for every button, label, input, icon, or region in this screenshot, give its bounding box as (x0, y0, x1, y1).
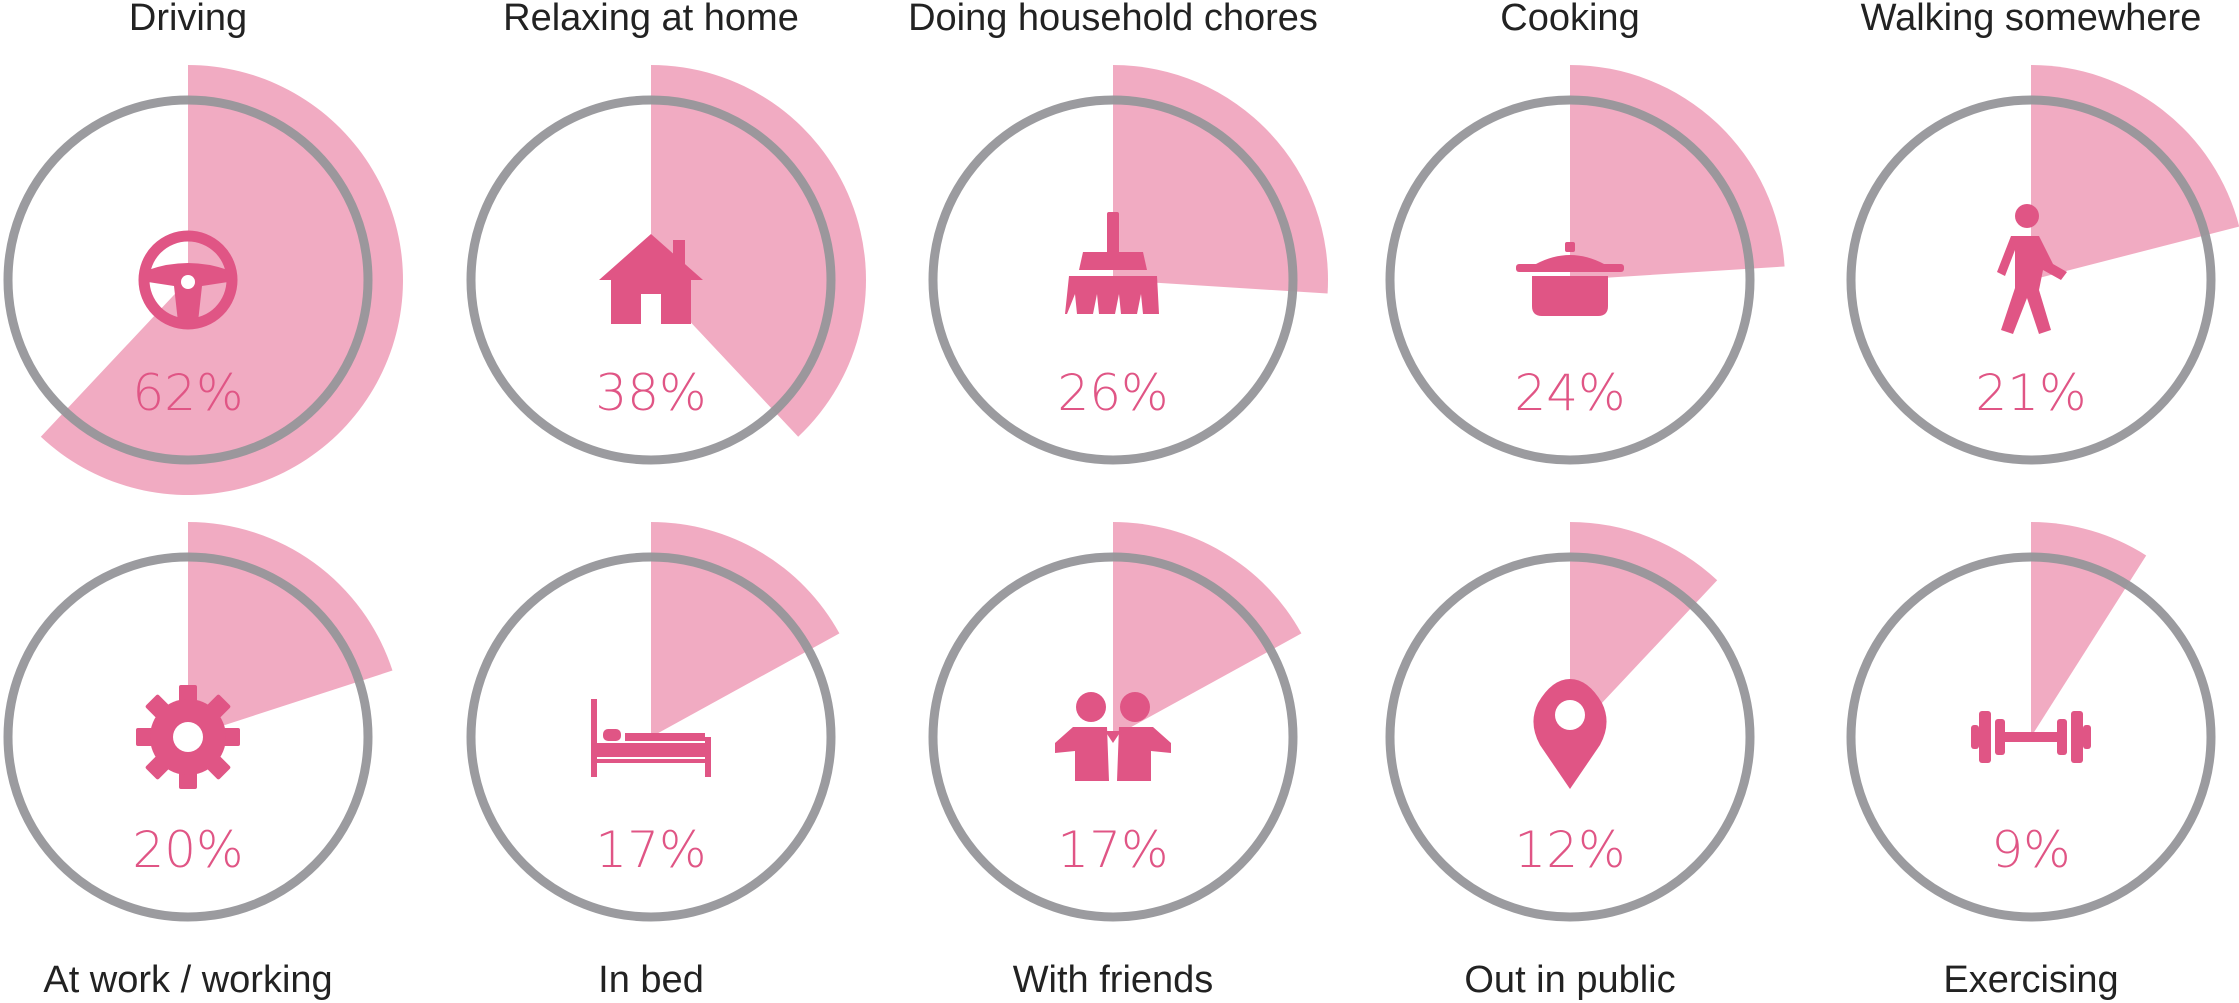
percentage-label: 12% (1514, 821, 1625, 879)
activity-label: Exercising (1943, 959, 2118, 1001)
broom-icon (1065, 212, 1159, 314)
steering-wheel-icon (138, 230, 238, 330)
value-wedge (1113, 65, 1329, 294)
reference-ring (466, 552, 836, 922)
map-pin-icon (1533, 679, 1607, 789)
walking-person-icon (1997, 204, 2067, 334)
reference-ring (1846, 95, 2216, 465)
percentage-label: 17% (595, 821, 706, 879)
activity-in-bed: 17% In bed (466, 522, 840, 1001)
value-wedge (651, 65, 867, 437)
dumbbell-icon (1971, 711, 2091, 763)
activity-at-work-working: 20% At work / working (3, 522, 393, 1001)
activity-label: Doing household chores (908, 0, 1318, 39)
percentage-label: 17% (1057, 821, 1168, 879)
activity-cooking: 24% Cooking (1385, 0, 1785, 465)
activity-label: Walking somewhere (1861, 0, 2202, 39)
percentage-label: 21% (1975, 364, 2086, 422)
reference-ring (1385, 95, 1755, 465)
activity-with-friends: 17% With friends (928, 522, 1302, 1001)
reference-ring (3, 95, 373, 465)
percentage-label: 9% (1991, 821, 2070, 879)
activity-driving: 62% Driving (3, 0, 403, 495)
cooking-pot-icon (1516, 242, 1624, 316)
percentage-label: 20% (132, 821, 243, 879)
percentage-label: 38% (595, 364, 706, 422)
percentage-label: 26% (1057, 364, 1168, 422)
value-wedge (1570, 522, 1718, 737)
activity-label: With friends (1013, 959, 1214, 1001)
value-wedge (1113, 522, 1302, 737)
reference-ring (1846, 552, 2216, 922)
activity-label: Driving (129, 0, 247, 39)
value-wedge (2031, 65, 2239, 280)
activity-exercising: 9% Exercising (1846, 522, 2216, 1001)
house-icon (599, 234, 703, 324)
percentage-label: 62% (132, 364, 243, 422)
activity-out-in-public: 12% Out in public (1385, 522, 1755, 1001)
friends-icon (1055, 692, 1171, 781)
gear-icon (136, 685, 240, 789)
reference-ring (1385, 552, 1755, 922)
value-wedge (1570, 65, 1785, 280)
percentage-label: 24% (1514, 364, 1625, 422)
activity-label: Out in public (1464, 959, 1675, 1001)
reference-ring (928, 552, 1298, 922)
activity-doing-household-chores: 26% Doing household chores (908, 0, 1329, 465)
reference-ring (928, 95, 1298, 465)
activity-label: Relaxing at home (503, 0, 799, 39)
reference-ring (466, 95, 836, 465)
value-wedge (651, 522, 840, 737)
activity-label: In bed (598, 959, 704, 1001)
reference-ring (3, 552, 373, 922)
activity-relaxing-at-home: 38% Relaxing at home (466, 0, 867, 465)
activity-label: At work / working (43, 959, 332, 1001)
activity-walking-somewhere: 21% Walking somewhere (1846, 0, 2239, 465)
activity-label: Cooking (1500, 0, 1639, 39)
bed-icon (591, 699, 711, 777)
value-wedge (188, 522, 393, 737)
